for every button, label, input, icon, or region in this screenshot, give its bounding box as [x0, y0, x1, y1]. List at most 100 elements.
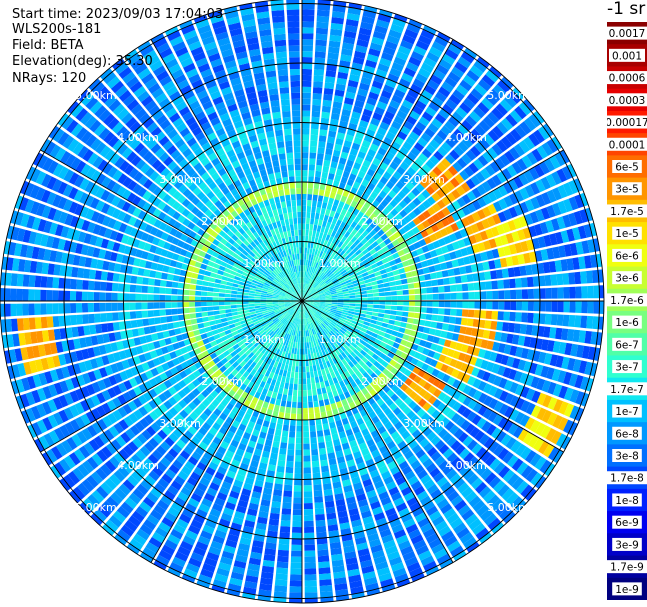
scan-gate-cell	[343, 484, 353, 493]
scan-gate-cell	[285, 313, 291, 319]
scan-gate-cell	[254, 423, 262, 432]
scan-gate-cell	[449, 251, 457, 260]
scan-gate-cell	[210, 340, 218, 347]
scan-gate-cell	[4, 272, 12, 286]
scan-gate-cell	[333, 317, 340, 322]
scan-gate-cell	[309, 413, 315, 420]
scan-gate-cell	[185, 415, 195, 425]
scan-gate-cell	[278, 387, 284, 395]
scan-gate-cell	[265, 317, 272, 322]
scan-gate-cell	[63, 407, 74, 420]
scan-gate-cell	[213, 287, 220, 293]
scan-gate-cell	[259, 431, 267, 439]
scan-gate-cell	[58, 277, 66, 289]
scan-gate-cell	[478, 137, 491, 150]
scan-gate-cell	[109, 474, 122, 487]
scan-gate-cell	[208, 315, 215, 321]
scan-gate-cell	[19, 393, 30, 408]
scan-gate-cell	[557, 370, 567, 384]
scan-gate-cell	[201, 436, 212, 446]
scan-gate-cell	[432, 293, 439, 300]
scan-gate-cell	[245, 445, 255, 454]
scan-gate-cell	[310, 288, 316, 293]
scan-gate-cell	[177, 308, 184, 315]
scan-gate-cell	[395, 534, 409, 545]
scan-gate-cell	[222, 455, 232, 465]
scan-gate-cell	[294, 467, 302, 474]
scan-gate-cell	[336, 77, 347, 86]
scan-gate-cell	[329, 464, 338, 472]
scan-gate-cell	[430, 272, 437, 280]
scan-gate-cell	[306, 304, 312, 309]
scan-gate-cell	[69, 390, 80, 403]
scan-gate-cell	[201, 291, 208, 296]
scan-gate-cell	[49, 222, 58, 235]
scan-gate-cell	[515, 443, 527, 457]
scan-gate-cell	[194, 302, 201, 307]
scan-gate-cell	[466, 411, 477, 422]
scan-gate-cell	[75, 291, 83, 301]
scan-gate-cell	[246, 394, 254, 402]
scan-gate-cell	[153, 396, 163, 406]
scan-gate-cell	[290, 302, 297, 305]
scan-gate-cell	[345, 279, 352, 284]
scan-gate-cell	[302, 336, 305, 343]
scan-gate-cell	[161, 362, 170, 372]
scan-gate-cell	[305, 312, 309, 318]
scan-gate-cell	[550, 314, 558, 326]
scan-gate-cell	[562, 314, 570, 327]
scan-gate-cell	[113, 220, 122, 231]
scan-gate-cell	[307, 241, 311, 248]
scan-gate-cell	[318, 232, 324, 239]
scan-gate-cell	[318, 317, 323, 323]
scan-gate-cell	[202, 472, 213, 482]
scan-gate-cell	[325, 303, 332, 306]
scan-gate-cell	[442, 448, 454, 459]
scan-gate-cell	[198, 441, 208, 451]
scan-gate-cell	[408, 19, 423, 29]
scan-gate-cell	[318, 263, 323, 270]
scan-gate-cell	[461, 217, 470, 227]
scan-gate-cell	[340, 176, 348, 184]
scan-gate-cell	[449, 424, 460, 435]
scan-gate-cell	[233, 479, 244, 488]
scan-gate-cell	[262, 333, 269, 339]
scan-gate-cell	[330, 402, 337, 410]
scan-gate-cell	[255, 307, 262, 311]
scan-gate-cell	[247, 381, 255, 389]
scan-gate-cell	[498, 403, 509, 416]
scan-gate-cell	[421, 363, 430, 372]
scan-gate-cell	[557, 200, 568, 214]
scan-gate-cell	[387, 351, 395, 359]
scan-gate-cell	[238, 313, 245, 318]
scan-gate-cell	[447, 324, 455, 332]
scan-gate-cell	[435, 345, 444, 353]
scan-gate-cell	[314, 496, 324, 503]
scan-gate-cell	[302, 51, 313, 58]
scan-gate-cell	[341, 261, 348, 267]
scan-gate-cell	[243, 412, 252, 421]
scan-gate-cell	[469, 426, 481, 438]
scan-gate-cell	[381, 470, 392, 480]
scan-gate-cell	[499, 99, 513, 112]
scan-gate-cell	[351, 265, 359, 271]
scan-gate-cell	[381, 225, 390, 233]
scan-gate-cell	[152, 449, 163, 461]
scan-gate-cell	[126, 329, 134, 339]
scan-gate-cell	[171, 288, 178, 295]
scan-gate-cell	[396, 290, 403, 296]
scan-gate-cell	[317, 549, 329, 557]
scan-gate-cell	[378, 264, 385, 271]
scan-gate-cell	[444, 120, 456, 132]
scan-gate-cell	[264, 414, 272, 422]
scan-gate-cell	[117, 529, 131, 542]
scan-gate-cell	[426, 462, 437, 474]
scan-gate-cell	[551, 218, 560, 231]
scan-gate-cell	[441, 103, 454, 115]
scan-gate-cell	[240, 353, 248, 360]
scan-gate-cell	[427, 79, 440, 91]
scan-gate-cell	[143, 519, 157, 531]
scan-gate-cell	[413, 351, 422, 360]
scan-gate-cell	[416, 268, 424, 276]
scan-gate-cell	[206, 291, 214, 297]
